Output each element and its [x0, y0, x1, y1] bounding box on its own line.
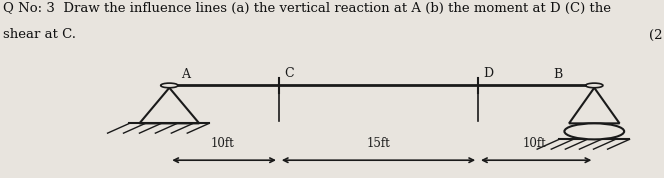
Text: C: C: [284, 67, 293, 80]
Text: (2: (2: [649, 28, 662, 41]
Text: D: D: [483, 67, 493, 80]
Circle shape: [586, 83, 603, 88]
Text: 15ft: 15ft: [367, 137, 390, 150]
Circle shape: [564, 123, 624, 139]
Text: B: B: [553, 68, 562, 81]
Text: A: A: [181, 68, 191, 81]
Text: 10ft: 10ft: [210, 137, 234, 150]
Text: Q No: 3  Draw the influence lines (a) the vertical reaction at A (b) the moment : Q No: 3 Draw the influence lines (a) the…: [3, 2, 612, 15]
Text: shear at C.: shear at C.: [3, 28, 76, 41]
Circle shape: [161, 83, 178, 88]
Text: 10ft: 10ft: [523, 137, 546, 150]
